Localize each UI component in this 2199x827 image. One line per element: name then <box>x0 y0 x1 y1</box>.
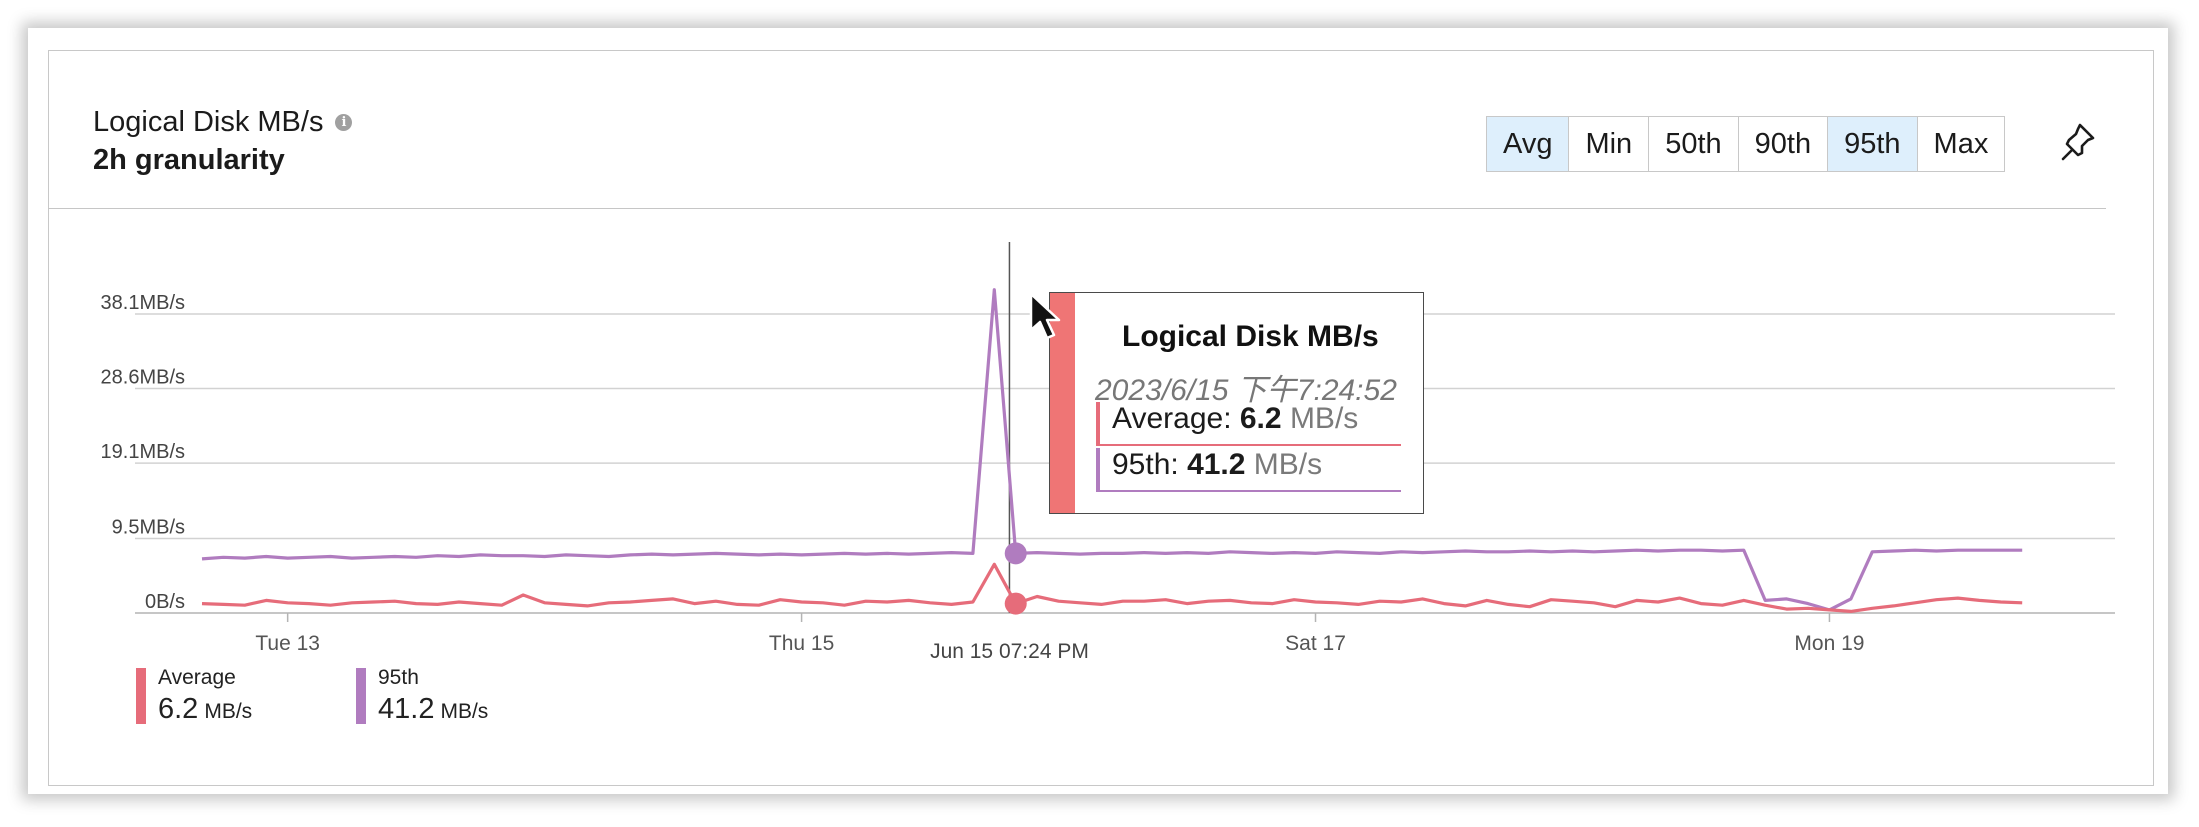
tooltip-title: Logical Disk MB/s <box>1122 320 1379 353</box>
chart-title: Logical Disk MB/s <box>93 106 324 138</box>
agg-button-90th[interactable]: 90th <box>1738 117 1829 171</box>
hover-point-95th <box>1004 542 1027 565</box>
tooltip-datetime: 2023/6/15 下午7:24:52 <box>1095 374 1397 407</box>
y-tick-label: 9.5MB/s <box>112 516 185 538</box>
x-tick-label: Tue 13 <box>255 632 320 655</box>
legend-value-average: 6.2 MB/s <box>158 693 253 725</box>
agg-button-95th[interactable]: 95th <box>1828 117 1918 171</box>
agg-button-min[interactable]: Min <box>1569 117 1650 171</box>
cursor-arrow-icon <box>1029 292 1061 340</box>
pin-icon <box>2061 123 2095 161</box>
chart-tooltip: Logical Disk MB/s 2023/6/15 下午7:24:52 Av… <box>1049 292 1424 514</box>
pin-button[interactable] <box>2058 120 2098 164</box>
aggregation-toggle-group: Avg Min 50th 90th 95th Max <box>1486 116 2006 172</box>
agg-button-50th[interactable]: 50th <box>1649 117 1739 171</box>
y-tick-label: 38.1MB/s <box>101 292 185 314</box>
tooltip-accent-bar <box>1050 293 1075 513</box>
tooltip-row-95th: 95th: 41.2 MB/s <box>1096 448 1401 492</box>
x-tick-label: Thu 15 <box>769 632 834 655</box>
granularity-label: 2h granularity <box>93 144 285 176</box>
legend-label-95th: 95th <box>378 666 419 689</box>
y-tick-label: 28.6MB/s <box>101 367 185 389</box>
x-tick-label: Sat 17 <box>1285 632 1346 655</box>
y-tick-label: 0B/s <box>145 591 185 613</box>
x-tick-label: Mon 19 <box>1794 632 1864 655</box>
legend-swatch-average <box>136 668 146 724</box>
chart-header: Logical Disk MB/s i 2h granularity <box>93 106 353 177</box>
legend-label-average: Average <box>158 666 236 689</box>
y-tick-label: 19.1MB/s <box>101 441 185 463</box>
agg-button-max[interactable]: Max <box>1917 117 2005 171</box>
hover-point-average <box>1004 592 1027 615</box>
chart-title-row: Logical Disk MB/s i <box>93 106 353 139</box>
legend-swatch-95th <box>356 668 366 724</box>
crosshair-label: Jun 15 07:24 PM <box>930 640 1089 663</box>
series-line-95th <box>201 288 2023 612</box>
tooltip-row-average: Average: 6.2 MB/s <box>1096 402 1401 446</box>
agg-button-avg[interactable]: Avg <box>1487 117 1570 171</box>
legend-value-95th: 41.2 MB/s <box>378 693 489 725</box>
header-divider <box>48 208 2106 209</box>
info-icon[interactable]: i <box>335 114 353 131</box>
series-line-average <box>201 562 2023 614</box>
